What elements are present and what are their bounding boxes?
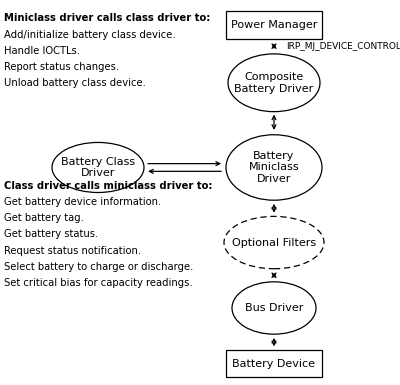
Text: Handle IOCTLs.: Handle IOCTLs.: [4, 46, 80, 56]
Ellipse shape: [228, 54, 320, 112]
Text: Battery
Miniclass
Driver: Battery Miniclass Driver: [249, 151, 299, 184]
Text: Set critical bias for capacity readings.: Set critical bias for capacity readings.: [4, 278, 193, 288]
Text: Bus Driver: Bus Driver: [245, 303, 303, 313]
Ellipse shape: [232, 282, 316, 334]
Text: Battery Device: Battery Device: [232, 359, 316, 369]
FancyArrowPatch shape: [272, 116, 276, 129]
Text: Miniclass driver calls class driver to:: Miniclass driver calls class driver to:: [4, 13, 210, 23]
Text: Battery Class
Driver: Battery Class Driver: [61, 157, 135, 178]
Ellipse shape: [224, 216, 324, 269]
FancyArrowPatch shape: [272, 339, 276, 345]
FancyBboxPatch shape: [226, 350, 322, 377]
Text: Add/initialize battery class device.: Add/initialize battery class device.: [4, 30, 176, 40]
FancyArrowPatch shape: [272, 44, 276, 49]
Text: Get battery device information.: Get battery device information.: [4, 197, 161, 207]
Text: IRP_MJ_DEVICE_CONTROL: IRP_MJ_DEVICE_CONTROL: [286, 42, 400, 51]
FancyArrowPatch shape: [272, 273, 276, 278]
Text: Get battery tag.: Get battery tag.: [4, 213, 84, 223]
Text: Select battery to charge or discharge.: Select battery to charge or discharge.: [4, 262, 193, 272]
Text: Power Manager: Power Manager: [231, 20, 317, 30]
Text: Unload battery class device.: Unload battery class device.: [4, 78, 146, 88]
Text: Request status notification.: Request status notification.: [4, 246, 141, 256]
Text: Get battery status.: Get battery status.: [4, 229, 98, 239]
Ellipse shape: [226, 135, 322, 200]
Text: Optional Filters: Optional Filters: [232, 238, 316, 248]
FancyArrowPatch shape: [272, 205, 276, 211]
Text: Composite
Battery Driver: Composite Battery Driver: [234, 72, 314, 94]
Ellipse shape: [52, 142, 144, 192]
Text: Class driver calls miniclass driver to:: Class driver calls miniclass driver to:: [4, 181, 212, 191]
FancyBboxPatch shape: [226, 10, 322, 39]
Text: Report status changes.: Report status changes.: [4, 62, 119, 72]
